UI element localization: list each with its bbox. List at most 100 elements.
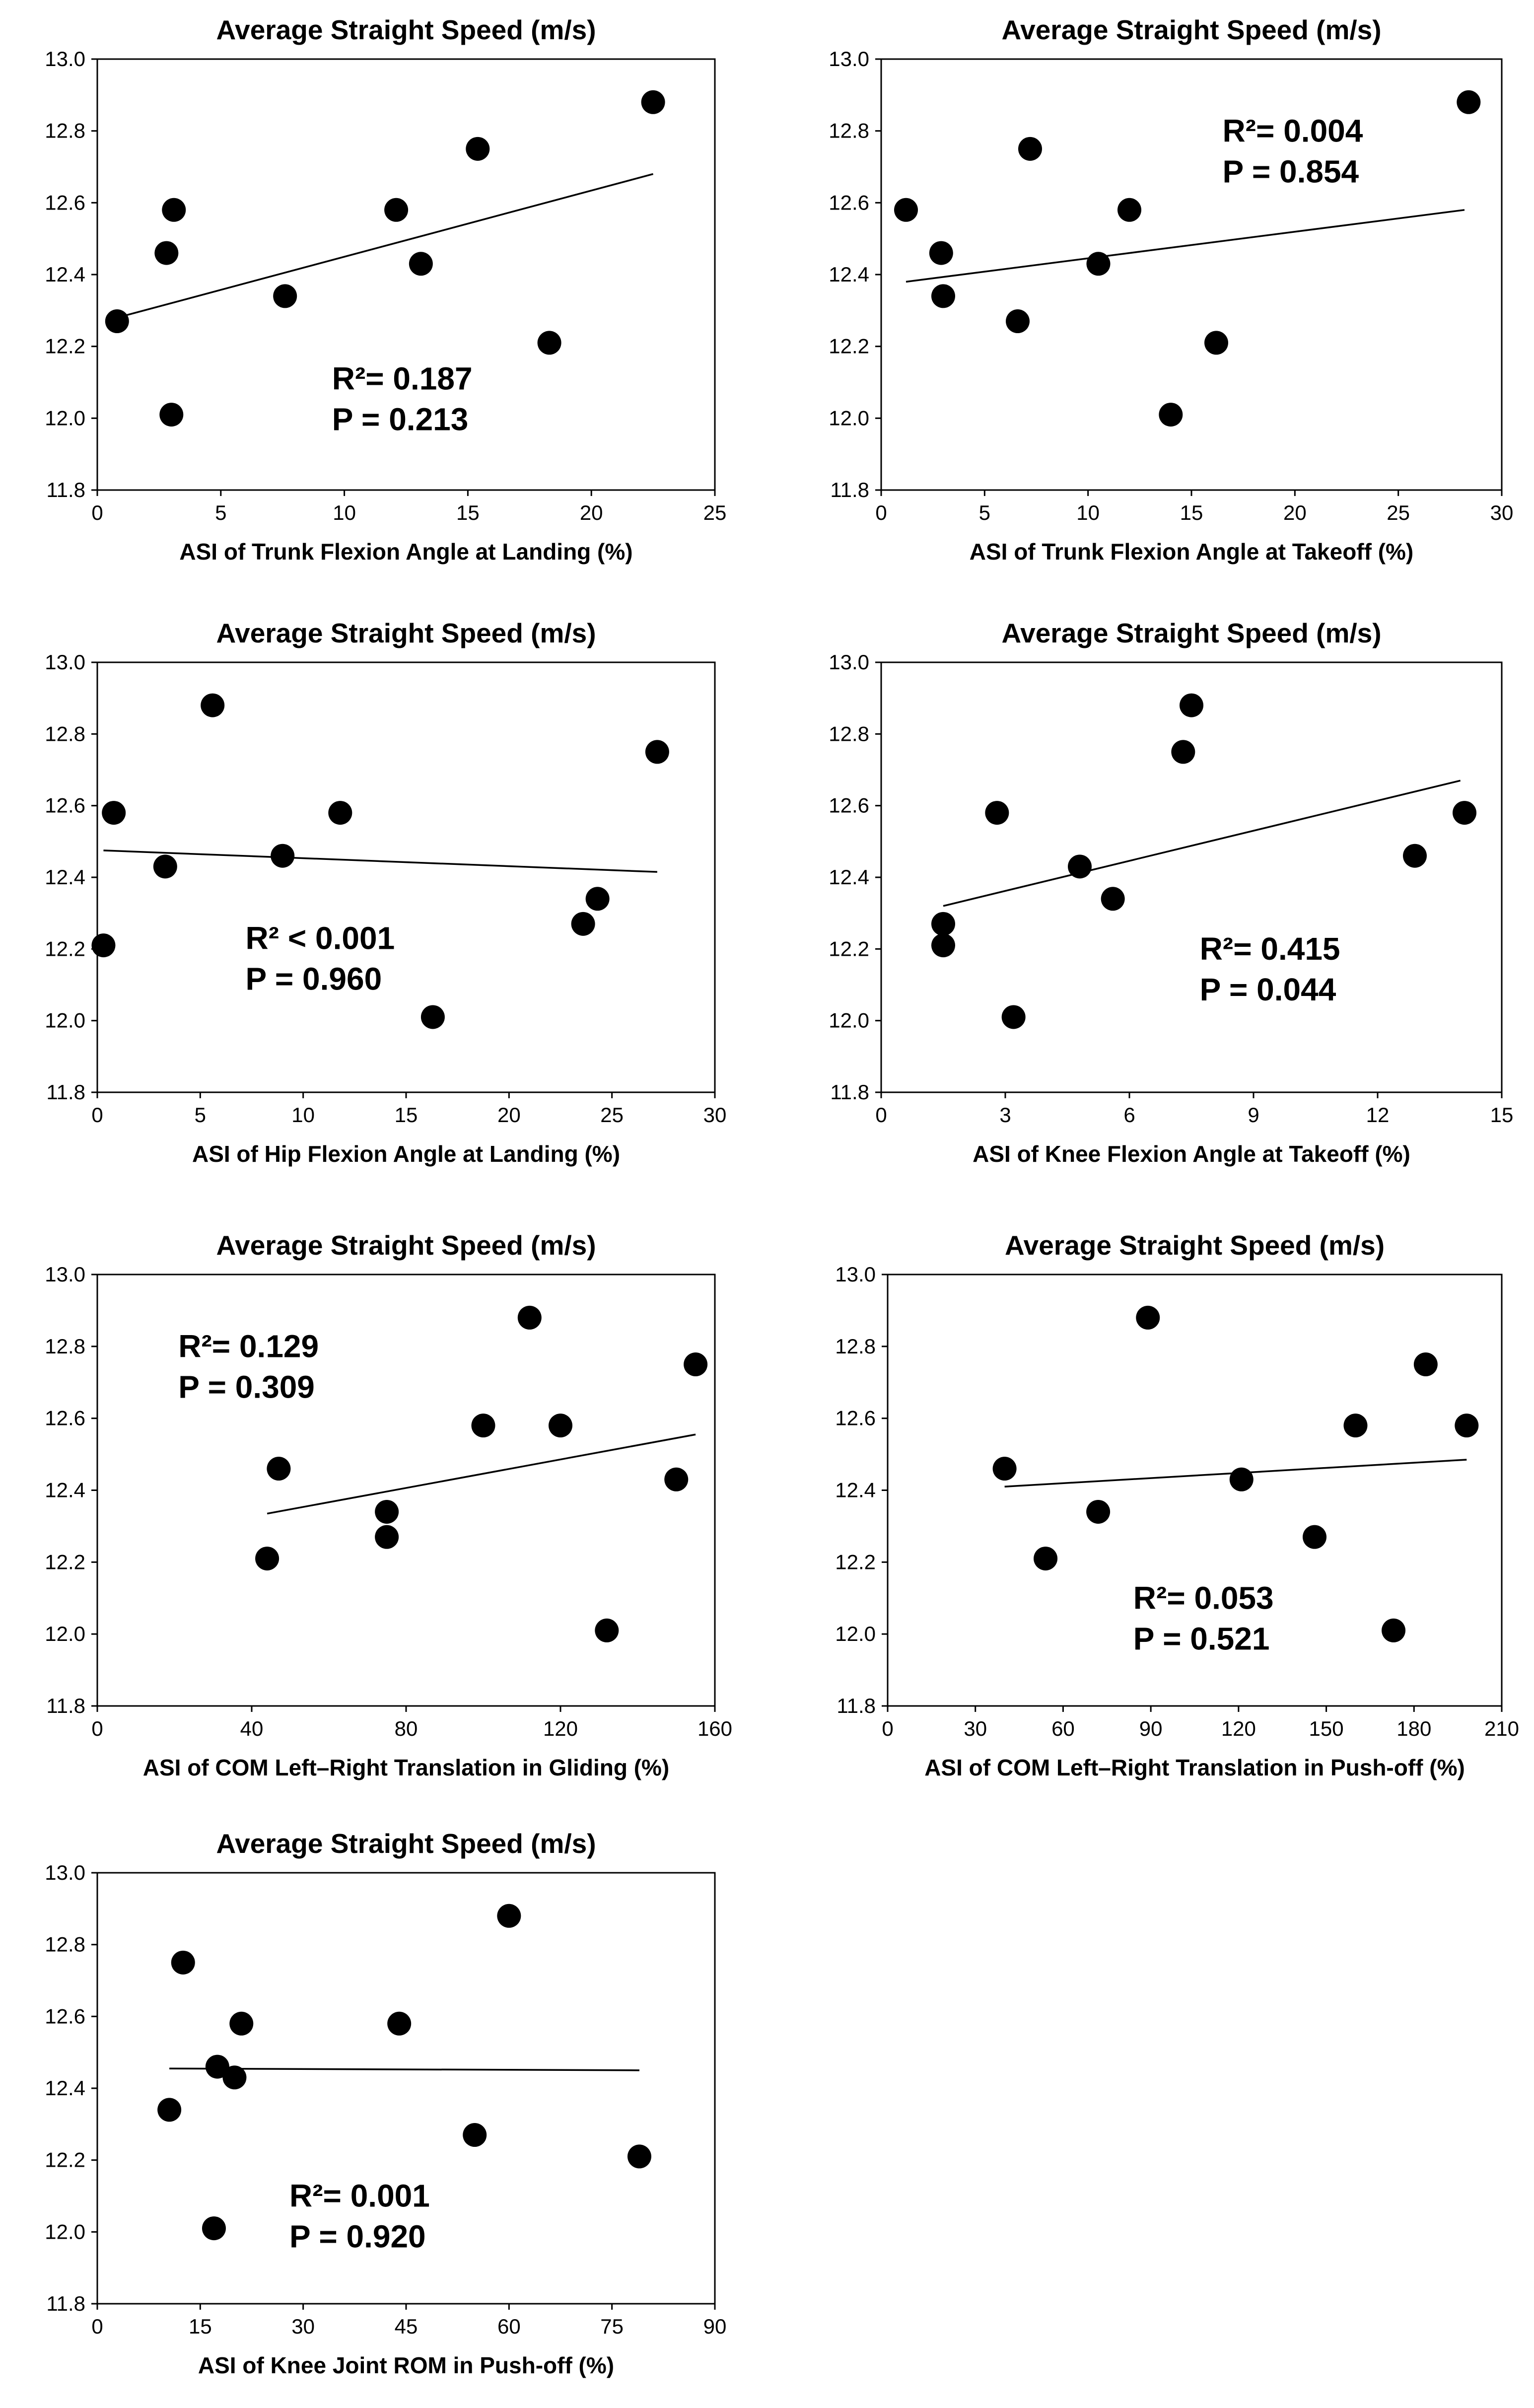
y-tick-label: 11.8 xyxy=(46,1080,85,1104)
x-tick-label: 10 xyxy=(291,1103,315,1127)
data-point xyxy=(537,331,561,355)
data-point xyxy=(463,2123,487,2147)
x-tick-label: 90 xyxy=(703,2315,727,2338)
trend-line xyxy=(169,2067,639,2071)
y-tick-label: 12.6 xyxy=(45,2004,85,2028)
y-tick-label: 12.0 xyxy=(45,1009,85,1032)
data-point xyxy=(985,801,1009,825)
y-tick-label: 12.2 xyxy=(829,937,869,960)
data-point xyxy=(1413,1352,1438,1377)
data-point xyxy=(162,198,186,222)
x-axis-label: ASI of COM Left–Right Translation in Gli… xyxy=(143,1755,670,1780)
chart-title: Average Straight Speed (m/s) xyxy=(216,1230,596,1261)
data-point xyxy=(271,844,295,868)
x-tick-label: 6 xyxy=(1123,1103,1135,1127)
data-point xyxy=(466,137,490,161)
data-point xyxy=(931,284,955,308)
data-point xyxy=(517,1305,542,1330)
x-tick-label: 30 xyxy=(1490,501,1514,524)
x-tick-label: 0 xyxy=(91,1717,103,1740)
chart-panel-6: Average Straight Speed (m/s) 11.8 12.0 12.2… xyxy=(835,1230,1519,1780)
x-tick-label: 160 xyxy=(697,1717,732,1740)
data-point xyxy=(1204,331,1228,355)
data-point xyxy=(497,1904,521,1928)
trend-line xyxy=(267,1433,696,1515)
data-point xyxy=(627,2144,651,2169)
y-tick-label: 12.0 xyxy=(45,1622,85,1645)
data-point xyxy=(375,1499,399,1524)
y-tick-label: 12.4 xyxy=(45,263,85,286)
data-point xyxy=(1171,740,1195,764)
x-axis-label: ASI of Hip Flexion Angle at Landing (%) xyxy=(192,1141,620,1167)
x-axis-label: ASI of COM Left–Right Translation in Pus… xyxy=(924,1755,1465,1780)
x-tick-label: 75 xyxy=(600,2315,624,2338)
plot-frame xyxy=(96,661,716,1093)
y-tick-label: 12.8 xyxy=(45,1933,85,1956)
chart-panel-2: Average Straight Speed (m/s) 11.8 12.0 12.2… xyxy=(829,14,1513,565)
data-point xyxy=(549,1414,572,1438)
p-value-label: P = 0.521 xyxy=(1133,1621,1270,1656)
x-tick-label: 5 xyxy=(195,1103,206,1127)
y-tick-label: 13.0 xyxy=(829,650,869,674)
data-point xyxy=(1403,844,1427,868)
y-tick-label: 13.0 xyxy=(45,47,85,71)
data-point xyxy=(1034,1547,1058,1571)
y-tick-label: 12.8 xyxy=(45,1335,85,1358)
x-axis-label: ASI of Trunk Flexion Angle at Landing (%… xyxy=(179,539,632,565)
data-point xyxy=(222,2065,247,2090)
data-point xyxy=(1086,252,1111,276)
x-tick-label: 25 xyxy=(703,501,727,524)
p-value-label: P = 0.309 xyxy=(178,1369,315,1405)
chart-panel-3: Average Straight Speed (m/s) 11.8 12.0 12.2… xyxy=(45,618,726,1167)
data-point xyxy=(102,801,126,825)
data-point xyxy=(1136,1305,1160,1330)
x-tick-label: 15 xyxy=(456,501,480,524)
data-point xyxy=(1453,801,1476,825)
y-tick-label: 12.6 xyxy=(45,794,85,817)
x-tick-label: 20 xyxy=(1283,501,1307,524)
data-point xyxy=(1101,887,1125,911)
y-tick-label: 12.8 xyxy=(45,119,85,142)
chart-title: Average Straight Speed (m/s) xyxy=(1001,618,1381,648)
y-tick-label: 13.0 xyxy=(45,1861,85,1884)
trend-line xyxy=(906,209,1465,283)
data-point xyxy=(384,198,409,222)
x-tick-label: 210 xyxy=(1484,1717,1519,1740)
y-tick-label: 12.8 xyxy=(45,722,85,745)
data-point xyxy=(645,740,669,764)
y-tick-label: 12.0 xyxy=(45,406,85,429)
y-tick-label: 12.6 xyxy=(829,794,869,817)
x-tick-label: 15 xyxy=(1180,501,1203,524)
data-point xyxy=(387,2011,412,2036)
data-point xyxy=(571,912,595,936)
x-tick-label: 30 xyxy=(964,1717,987,1740)
y-tick-label: 12.8 xyxy=(829,722,869,745)
data-point xyxy=(1159,403,1183,427)
x-tick-label: 20 xyxy=(497,1103,521,1127)
data-point xyxy=(153,854,177,879)
x-axis-label: ASI of Knee Joint ROM in Push-off (%) xyxy=(198,2352,614,2378)
x-axis-label: ASI of Knee Flexion Angle at Takeoff (%) xyxy=(973,1141,1410,1167)
x-tick-label: 30 xyxy=(291,2315,315,2338)
plot-frame xyxy=(880,661,1503,1093)
y-tick-label: 12.4 xyxy=(829,263,869,286)
plot-frame xyxy=(880,58,1503,491)
r-squared-label: R²= 0.004 xyxy=(1223,113,1363,148)
y-tick-label: 12.2 xyxy=(45,937,85,960)
x-tick-label: 45 xyxy=(395,2315,418,2338)
data-point xyxy=(929,241,953,265)
x-tick-label: 0 xyxy=(91,501,103,524)
plot-frame xyxy=(96,58,716,491)
x-tick-label: 10 xyxy=(1076,501,1100,524)
y-tick-label: 11.8 xyxy=(46,478,85,501)
y-tick-label: 13.0 xyxy=(829,47,869,71)
x-axis-label: ASI of Trunk Flexion Angle at Takeoff (%… xyxy=(970,539,1414,565)
y-tick-label: 12.6 xyxy=(45,191,85,214)
chart-title: Average Straight Speed (m/s) xyxy=(1005,1230,1385,1261)
r-squared-label: R²= 0.053 xyxy=(1133,1580,1274,1616)
data-point xyxy=(105,309,129,334)
data-point xyxy=(992,1457,1017,1481)
x-tick-label: 25 xyxy=(1387,501,1410,524)
y-tick-label: 12.0 xyxy=(829,1009,869,1032)
x-tick-label: 120 xyxy=(543,1717,578,1740)
